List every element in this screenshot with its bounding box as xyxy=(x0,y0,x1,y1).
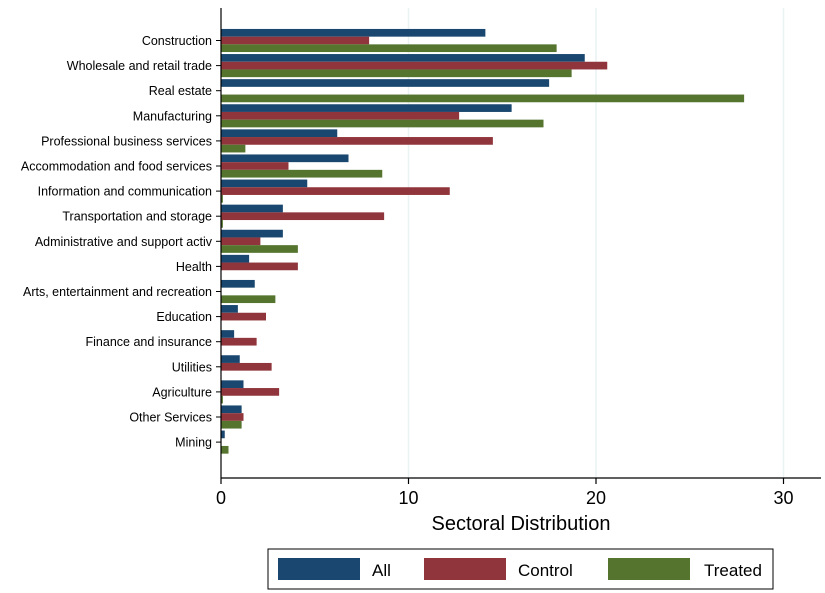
bar-control-4 xyxy=(221,137,493,145)
category-label-14: Agriculture xyxy=(152,385,212,399)
category-label-5: Accommodation and food services xyxy=(21,160,212,174)
legend-swatch-all xyxy=(278,558,360,580)
category-label-0: Construction xyxy=(142,34,212,48)
bar-all-13 xyxy=(221,355,240,363)
bar-all-9 xyxy=(221,254,250,263)
bar-control-9 xyxy=(221,262,298,271)
bar-treated-4 xyxy=(221,144,246,153)
bar-treated-7 xyxy=(221,220,223,228)
bar-all-10 xyxy=(221,279,255,288)
bar-all-0 xyxy=(221,28,486,37)
bar-all-15 xyxy=(221,405,242,414)
legend-swatch-treated xyxy=(608,558,690,580)
category-labels: Construction Wholesale and retail trade Re… xyxy=(21,34,213,450)
bar-treated-6 xyxy=(221,194,223,203)
category-label-16: Mining xyxy=(175,436,212,450)
bar-treated-14 xyxy=(221,395,223,404)
bar-control-13 xyxy=(221,362,272,371)
bar-control-15 xyxy=(221,413,244,421)
bar-control-7 xyxy=(221,212,385,221)
x-tick-labels: 0 10 20 30 xyxy=(216,488,794,508)
axes xyxy=(216,8,821,484)
bar-control-3 xyxy=(221,111,460,120)
category-label-11: Education xyxy=(156,310,212,324)
x-tick-label-20: 20 xyxy=(586,488,606,508)
legend-label-control: Control xyxy=(518,561,573,580)
bar-control-5 xyxy=(221,162,289,170)
legend-swatch-control xyxy=(424,558,506,580)
bar-treated-16 xyxy=(221,445,229,454)
bar-treated-1 xyxy=(221,69,572,78)
bar-treated-15 xyxy=(221,420,242,429)
bar-control-14 xyxy=(221,388,280,396)
grid xyxy=(407,8,785,478)
bars xyxy=(221,28,745,454)
x-tick-label-10: 10 xyxy=(398,488,418,508)
bar-control-6 xyxy=(221,187,450,195)
bar-all-7 xyxy=(221,204,283,213)
bar-all-16 xyxy=(221,430,225,439)
x-tick-label-30: 30 xyxy=(773,488,793,508)
bar-treated-0 xyxy=(221,44,557,53)
category-label-3: Manufacturing xyxy=(133,109,212,123)
category-label-1: Wholesale and retail trade xyxy=(67,59,212,73)
bar-treated-5 xyxy=(221,169,383,178)
bar-all-12 xyxy=(221,330,235,338)
bar-treated-10 xyxy=(221,295,276,304)
bar-all-6 xyxy=(221,179,308,188)
bar-control-12 xyxy=(221,337,257,346)
x-tick-label-0: 0 xyxy=(216,488,226,508)
x-axis-title: Sectoral Distribution xyxy=(432,513,611,535)
bar-control-11 xyxy=(221,312,266,321)
bar-all-4 xyxy=(221,129,338,138)
bar-all-5 xyxy=(221,154,349,163)
category-label-2: Real estate xyxy=(149,84,212,98)
category-label-15: Other Services xyxy=(129,411,212,425)
bar-treated-2 xyxy=(221,94,745,103)
bar-all-8 xyxy=(221,229,283,238)
category-label-4: Professional business services xyxy=(41,134,212,148)
category-label-6: Information and communication xyxy=(38,185,212,199)
bar-all-1 xyxy=(221,54,585,62)
bar-all-11 xyxy=(221,305,238,313)
category-label-8: Administrative and support activ xyxy=(35,235,213,249)
legend-label-treated: Treated xyxy=(704,561,762,580)
category-label-10: Arts, entertainment and recreation xyxy=(23,285,212,299)
bar-all-2 xyxy=(221,79,550,87)
category-label-9: Health xyxy=(176,260,212,274)
legend: All Control Treated xyxy=(267,548,774,590)
bar-all-14 xyxy=(221,380,244,389)
bar-control-1 xyxy=(221,61,608,70)
bar-all-3 xyxy=(221,104,512,112)
bar-control-0 xyxy=(221,36,370,45)
bar-treated-8 xyxy=(221,245,298,253)
bar-control-8 xyxy=(221,237,261,246)
category-label-12: Finance and insurance xyxy=(86,335,213,349)
bar-treated-3 xyxy=(221,119,544,128)
legend-label-all: All xyxy=(372,561,391,580)
category-label-13: Utilities xyxy=(172,360,212,374)
category-label-7: Transportation and storage xyxy=(62,210,212,224)
